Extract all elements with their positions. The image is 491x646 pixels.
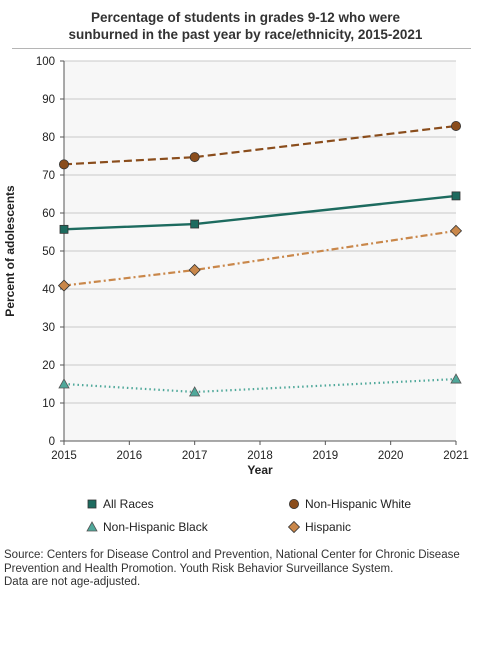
data-point	[450, 120, 461, 131]
y-axis-title: Percent of adolescents	[3, 185, 17, 317]
data-point	[451, 191, 461, 201]
chart-title-line-2: sunburned in the past year by race/ethni…	[68, 27, 423, 42]
source-line-3: Data are not age-adjusted.	[4, 576, 141, 588]
legend-label: Hispanic	[305, 520, 351, 534]
legend-item: Non-Hispanic White	[288, 497, 411, 511]
y-tick-label: 60	[42, 208, 55, 220]
legend-marker	[288, 498, 299, 509]
y-tick-label: 50	[42, 246, 55, 258]
data-point	[57, 279, 71, 292]
legend-item: Non-Hispanic Black	[86, 520, 209, 534]
y-tick-label: 70	[42, 170, 55, 182]
data-point	[190, 219, 200, 229]
x-tick-label: 2015	[51, 450, 77, 462]
title-divider	[12, 48, 471, 49]
y-tick-label: 10	[42, 398, 55, 410]
legend-marker	[287, 520, 301, 534]
y-tick-label: 20	[42, 360, 55, 372]
x-tick-label: 2020	[378, 450, 404, 462]
source-note: Source: Centers for Disease Control and …	[4, 549, 488, 590]
data-point	[188, 263, 201, 277]
source-line-1: Source: Centers for Disease Control and …	[4, 549, 460, 561]
x-tick-label: 2019	[313, 450, 339, 462]
y-tick-label: 80	[42, 132, 55, 144]
chart-title-line-1: Percentage of students in grades 9-12 wh…	[90, 10, 401, 25]
data-point	[449, 224, 463, 237]
legend-label: Non-Hispanic White	[305, 497, 411, 511]
x-tick-label: 2016	[117, 450, 143, 462]
chart-title: Percentage of students in grades 9-12 wh…	[0, 9, 491, 43]
legend-label: Non-Hispanic Black	[103, 520, 209, 534]
data-point	[59, 159, 70, 170]
y-tick-label: 90	[42, 94, 55, 106]
source-line-2: Prevention and Health Promotion. Youth R…	[4, 562, 394, 575]
legend-item: All Races	[87, 497, 154, 511]
legend-label: All Races	[103, 497, 154, 511]
non-hispanic-white-line	[63, 124, 457, 166]
legend-marker	[86, 521, 98, 532]
legend-marker	[87, 499, 97, 509]
data-point	[189, 152, 200, 163]
data-point	[450, 373, 462, 384]
data-point	[58, 378, 70, 389]
y-tick-label: 0	[49, 436, 55, 448]
x-tick-label: 2018	[247, 450, 273, 462]
legend-item: Hispanic	[287, 520, 351, 534]
y-tick-label: 30	[42, 322, 55, 334]
data-point	[188, 386, 201, 397]
x-tick-label: 2021	[443, 450, 469, 462]
x-axis-title: Year	[247, 463, 273, 477]
y-tick-label: 100	[36, 56, 55, 68]
x-tick-label: 2017	[182, 450, 208, 462]
data-point	[59, 224, 69, 234]
y-tick-label: 40	[42, 284, 55, 296]
